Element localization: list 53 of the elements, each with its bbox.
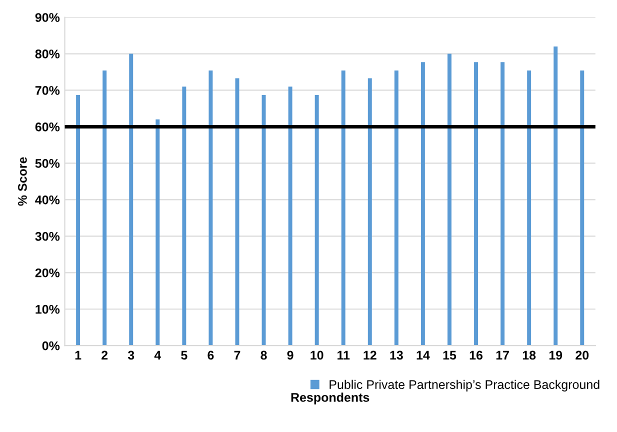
bar	[341, 70, 346, 346]
bar	[500, 62, 505, 346]
bar	[474, 62, 478, 346]
x-axis-title: Respondents	[291, 392, 370, 404]
bar	[394, 70, 398, 346]
x-tick-label: 5	[181, 350, 188, 360]
x-tick-label: 6	[208, 350, 214, 360]
bar	[76, 94, 80, 346]
bar	[288, 86, 292, 346]
bar	[420, 62, 425, 346]
bar	[235, 78, 240, 346]
bar	[554, 46, 558, 346]
x-tick-label: 12	[364, 350, 376, 360]
x-tick-label: 2	[102, 350, 108, 360]
y-tick-label: 10%	[36, 304, 60, 314]
x-tick-label: 18	[522, 350, 536, 360]
bar	[102, 70, 107, 346]
x-tick-label: 19	[549, 350, 562, 360]
x-tick-label: 15	[443, 350, 456, 360]
bar	[447, 54, 452, 346]
bar	[208, 70, 213, 346]
bar	[262, 94, 266, 346]
y-tick-label: 20%	[35, 268, 60, 278]
x-tick-label: 3	[128, 350, 134, 360]
legend-label: Public Private Partnership’s Practice Background	[330, 380, 600, 392]
x-tick-label: 16	[470, 350, 483, 360]
y-tick-label: 0%	[42, 341, 60, 350]
bar	[368, 78, 372, 346]
y-tick-label: 60%	[35, 122, 60, 132]
x-tick-label: 10	[310, 350, 324, 360]
bar	[527, 70, 532, 346]
y-tick-label: 80%	[35, 50, 60, 58]
y-tick-label: 70%	[35, 86, 60, 95]
x-tick-label: 11	[338, 350, 350, 360]
x-tick-label: 14	[416, 350, 430, 360]
x-tick-label: 8	[260, 350, 267, 360]
bar	[314, 94, 319, 346]
bar	[129, 54, 134, 346]
y-tick-label: 40%	[35, 195, 60, 204]
y-tick-label: 30%	[35, 232, 60, 241]
x-tick-label: 13	[390, 350, 403, 360]
x-tick-label: 1	[75, 350, 82, 360]
x-tick-label: 17	[496, 350, 509, 360]
y-tick-label: 90%	[35, 13, 60, 22]
bar	[580, 70, 584, 346]
x-tick-label: 7	[234, 350, 240, 360]
bar	[156, 119, 160, 346]
x-tick-label: 4	[154, 350, 162, 360]
x-tick-label: 9	[287, 350, 294, 360]
bar	[182, 86, 186, 346]
y-axis-title: % Score	[18, 157, 27, 206]
x-tick-label: 20	[576, 350, 589, 360]
y-tick-label: 50%	[35, 159, 60, 168]
